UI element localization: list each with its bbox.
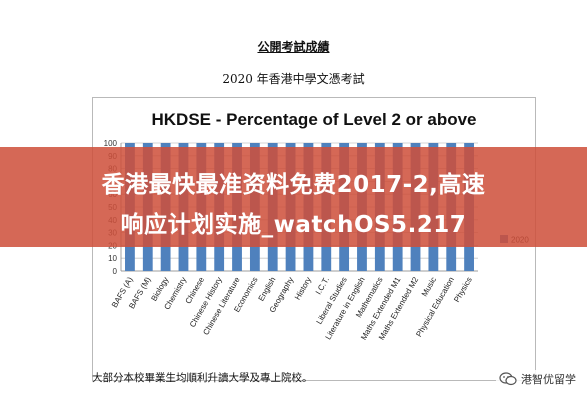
chart-title: HKDSE - Percentage of Level 2 or above (151, 110, 477, 129)
overlay-headline: 香港最快最准资料免费2017-2,高速 (101, 172, 486, 198)
y-tick-label: 0 (113, 267, 118, 276)
x-tick-label: Music (420, 276, 438, 299)
document-subtitle: 2020 年香港中學文憑考試 (222, 72, 365, 86)
overlay-subheadline: 响应计划实施_watchOS5.217 (120, 212, 467, 238)
document-footer: 大部分本校畢業生均順利升讀大學及專上院校。 (92, 372, 313, 384)
x-tick-label: History (293, 276, 313, 302)
y-tick-label: 100 (104, 139, 118, 148)
document-title: 公開考試成績 (257, 40, 330, 54)
overlay-banner (0, 147, 587, 247)
wechat-icon (499, 372, 517, 386)
watermark-text: 港智优留学 (521, 373, 576, 386)
x-tick-label: I.C.T. (314, 276, 331, 297)
x-tick-labels: BAFS (A)BAFS (M)BiologyChemistryChineseC… (110, 275, 474, 342)
y-tick-label: 10 (108, 254, 117, 263)
watermark: 港智优留学 (496, 370, 579, 388)
